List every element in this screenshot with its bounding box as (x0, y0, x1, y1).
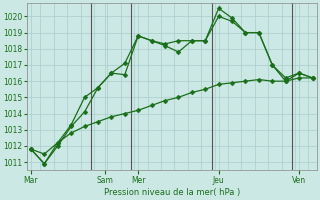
X-axis label: Pression niveau de la mer( hPa ): Pression niveau de la mer( hPa ) (104, 188, 240, 197)
